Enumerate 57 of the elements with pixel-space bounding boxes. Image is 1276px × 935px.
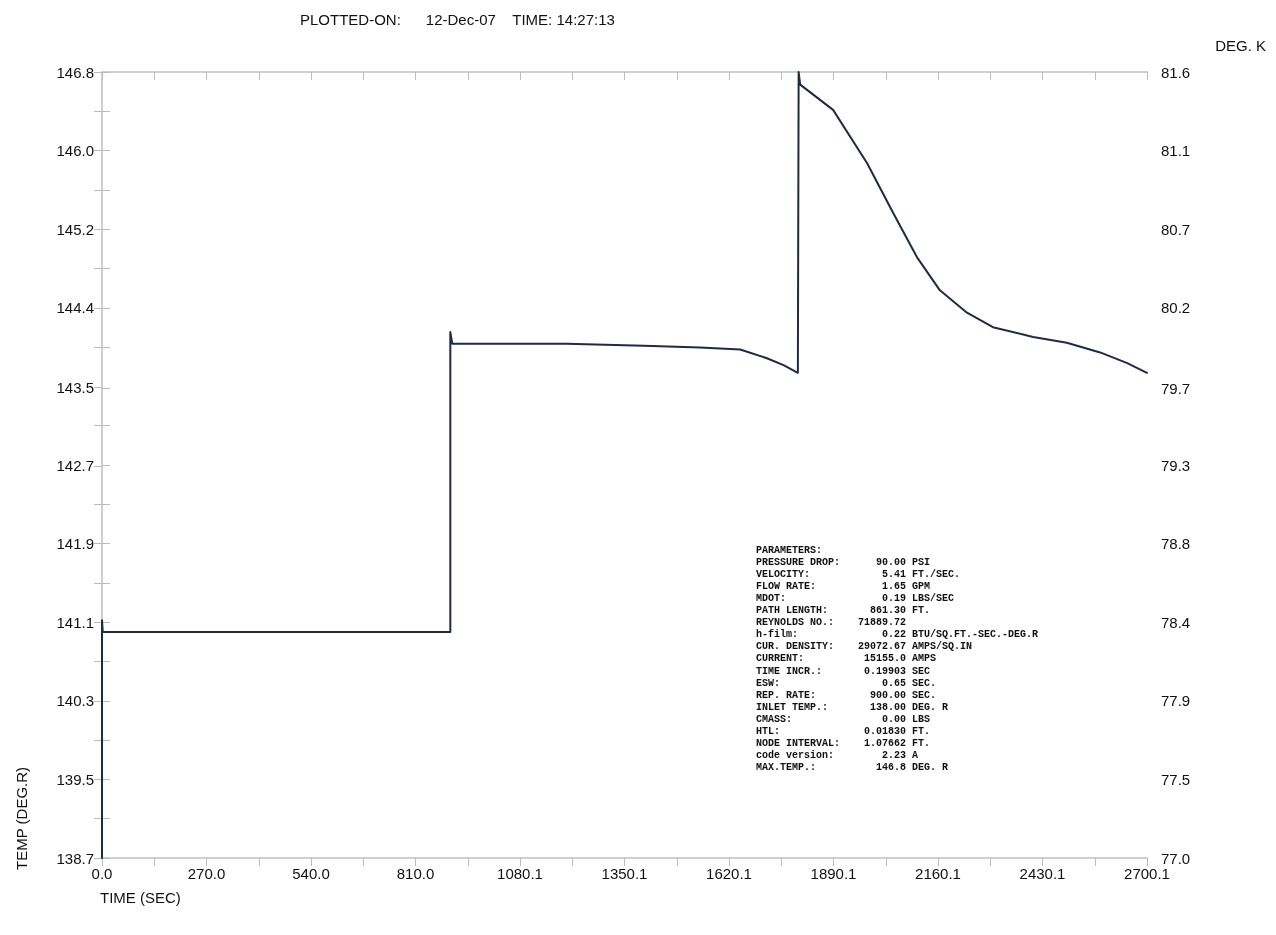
annotation: REYNOLDS NO.: 71889.72 <box>756 617 907 629</box>
x-tick-label: 1080.1 <box>497 865 543 882</box>
y-tick-label: 141.1 <box>56 613 94 631</box>
y2-tick-label: 81.6 <box>1161 63 1191 81</box>
annotation: HTL: 0.01830 FT. <box>756 726 931 737</box>
y-tick-label: 142.7 <box>56 457 94 475</box>
x-tick-label: 270.0 <box>187 865 226 882</box>
y-tick-label: 138.7 <box>56 849 94 867</box>
annotation: MAX.TEMP.: 146.8 DEG. R <box>756 762 949 774</box>
y-tick-label: 144.4 <box>56 299 94 317</box>
annotation: CURRENT: 15155.0 AMPS <box>756 653 937 665</box>
y-tick-label: 146.0 <box>56 142 94 160</box>
y-tick-label: 140.3 <box>56 692 94 710</box>
y-axis-title: TEMP (DEG.R) <box>13 766 30 870</box>
y2-tick-label: 78.8 <box>1161 535 1191 553</box>
annotation: ESW: 0.65 SEC. <box>756 677 937 689</box>
x-tick-label: 810.0 <box>396 865 435 882</box>
x-tick-label: 540.0 <box>292 865 330 882</box>
annotation: FLOW RATE: 1.65 GPM <box>756 580 931 592</box>
y2-tick-label: 77.9 <box>1161 692 1191 710</box>
y2-tick-label: 77.5 <box>1161 770 1191 788</box>
x-tick-label: 2700.1 <box>1124 865 1170 882</box>
annotation: CMASS: 0.00 LBS <box>756 713 931 725</box>
annotation: VELOCITY: 5.41 FT./SEC. <box>756 568 961 580</box>
annotation: PATH LENGTH: 861.30 FT. <box>756 605 931 616</box>
x-axis-title: TIME (SEC) <box>100 889 181 906</box>
y2-tick-label: 78.4 <box>1161 613 1191 631</box>
y-tick-label: 139.5 <box>56 770 94 788</box>
y-tick-label: 141.9 <box>56 535 94 553</box>
y-tick-label: 146.8 <box>56 63 94 81</box>
annotation: PARAMETERS: <box>756 544 823 556</box>
chart-title: PLOTTED-ON: 12-Dec-07 TIME: 14:27:13 <box>300 11 615 28</box>
y-tick-label: 143.5 <box>56 378 94 396</box>
annotation: CUR. DENSITY: 29072.67 AMPS/SQ.IN <box>756 641 973 653</box>
annotation: TIME INCR.: 0.19903 SEC <box>756 665 931 677</box>
y2-tick-label: 81.1 <box>1161 142 1191 160</box>
y2-tick-label: 79.7 <box>1161 379 1191 397</box>
y2-tick-label: 80.7 <box>1161 220 1191 238</box>
annotation: MDOT: 0.19 LBS/SEC <box>756 592 955 604</box>
annotation: PRESSURE DROP: 90.00 PSI <box>756 556 931 568</box>
y2-tick-label: 80.2 <box>1161 299 1191 317</box>
x-tick-label: 1890.1 <box>810 865 857 882</box>
x-tick-label: 1350.1 <box>601 865 648 882</box>
line-series <box>101 71 1148 859</box>
x-tick-label: 0.0 <box>91 865 113 882</box>
annotation: REP. RATE: 900.00 SEC. <box>756 689 937 701</box>
x-tick-label: 2430.1 <box>1019 865 1066 882</box>
x-tick-label: 2160.1 <box>915 865 961 882</box>
annotation: INLET TEMP.: 138.00 DEG. R <box>756 701 949 713</box>
annotation: code version: 2.23 A <box>756 750 919 762</box>
y2-tick-label: 77.0 <box>1161 849 1191 867</box>
y2-tick-label: 79.3 <box>1161 456 1191 474</box>
x-tick-label: 1620.1 <box>706 865 752 882</box>
y-tick-label: 145.2 <box>56 220 94 238</box>
y2-axis-title: DEG. K <box>1215 37 1267 54</box>
annotation: h-film: 0.22 BTU/SQ.FT.-SEC.-DEG.R <box>756 629 1039 641</box>
annotation: NODE INTERVAL: 1.07662 FT. <box>756 738 931 750</box>
